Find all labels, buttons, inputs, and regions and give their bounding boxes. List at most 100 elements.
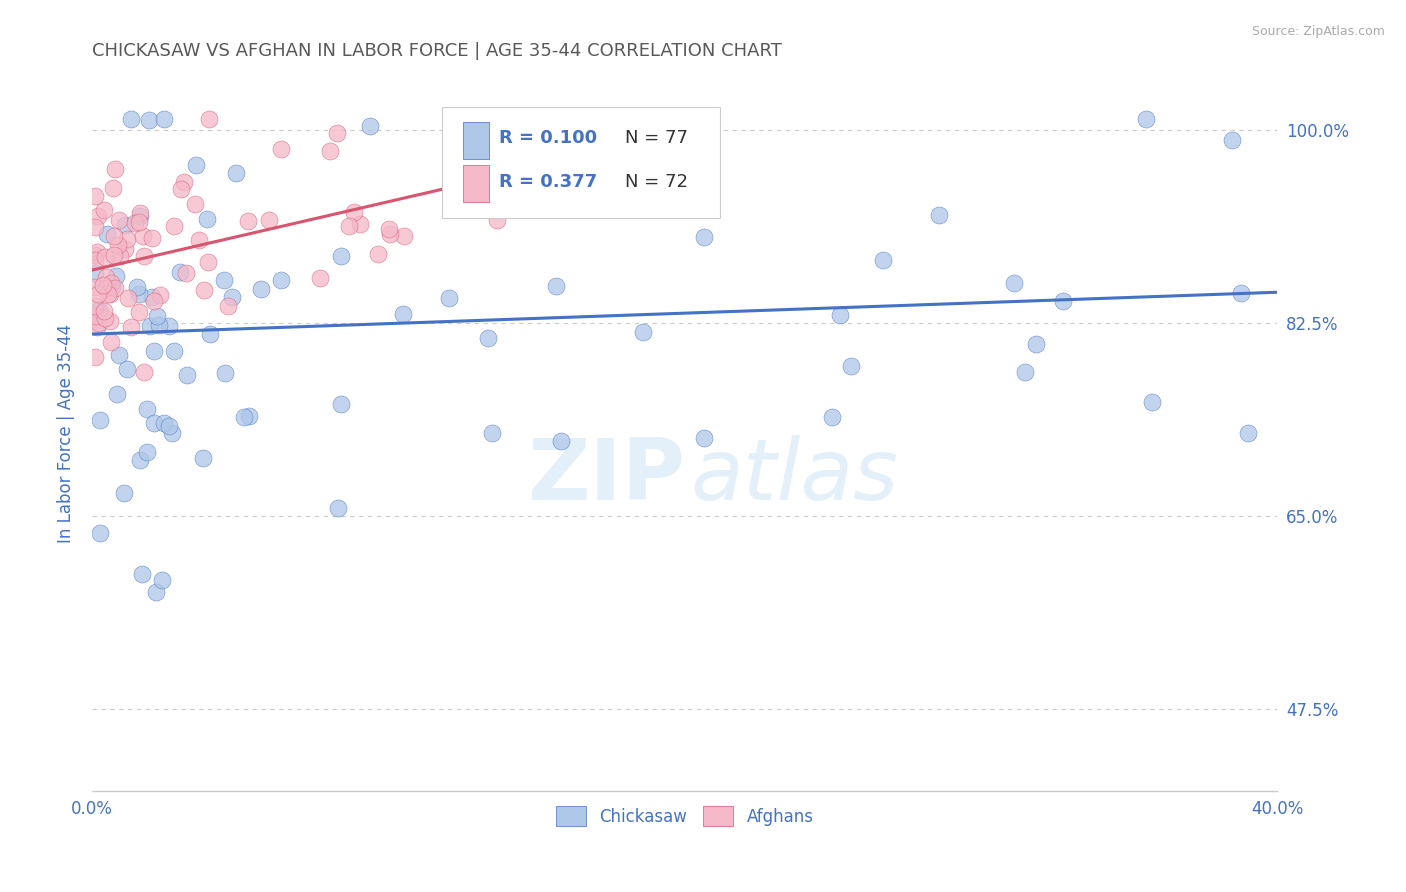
Point (1135, 112, 1157, 127)
Point (131, 566, 153, 581)
Point (198, 326, 221, 341)
Point (163, 344, 186, 359)
FancyBboxPatch shape (463, 165, 489, 202)
Point (821, 409, 844, 424)
Point (138, 113, 160, 128)
Point (1140, 395, 1163, 409)
Point (115, 232, 138, 246)
Point (392, 307, 415, 321)
Point (1220, 133, 1243, 147)
Point (136, 445, 159, 459)
Point (145, 585, 167, 599)
Point (93, 250, 115, 264)
Point (359, 119, 381, 133)
Point (87, 287, 110, 301)
Point (93, 304, 115, 318)
Point (93, 202, 115, 217)
Point (96, 227, 118, 241)
Point (128, 305, 150, 319)
Text: Source: ZipAtlas.com: Source: ZipAtlas.com (1251, 25, 1385, 38)
Point (693, 230, 716, 244)
Point (83, 248, 105, 262)
Point (103, 229, 125, 244)
Point (392, 229, 415, 244)
FancyBboxPatch shape (463, 121, 489, 159)
Point (249, 282, 271, 296)
Point (104, 281, 127, 295)
Point (84, 350, 107, 364)
Point (149, 288, 172, 302)
Point (89, 412, 111, 426)
Point (98, 287, 121, 301)
Point (96, 270, 118, 285)
Point (83, 220, 105, 235)
Point (481, 426, 503, 441)
Point (132, 229, 155, 244)
Point (100, 314, 122, 328)
Point (1025, 337, 1047, 351)
Point (343, 205, 366, 219)
Point (309, 270, 332, 285)
Point (217, 299, 239, 313)
Point (173, 175, 195, 189)
Point (124, 216, 146, 230)
Point (238, 409, 260, 424)
Point (83, 299, 105, 313)
Point (326, 501, 349, 516)
Text: N = 77: N = 77 (626, 128, 689, 146)
Point (367, 247, 389, 261)
FancyBboxPatch shape (441, 107, 720, 219)
Point (104, 268, 127, 283)
Point (87, 303, 110, 318)
Point (378, 222, 401, 236)
Point (186, 158, 208, 172)
Point (197, 112, 219, 127)
Point (114, 242, 136, 256)
Point (87, 316, 110, 330)
Point (103, 247, 125, 261)
Point (142, 293, 165, 308)
Text: atlas: atlas (690, 434, 898, 517)
Point (148, 318, 170, 332)
Point (112, 486, 135, 500)
Point (631, 326, 654, 340)
Point (187, 233, 209, 247)
Point (138, 318, 160, 333)
Point (176, 266, 198, 280)
Point (1052, 293, 1074, 308)
Point (693, 431, 716, 445)
Point (143, 344, 166, 359)
Point (141, 231, 163, 245)
Point (91, 278, 114, 293)
Point (513, 112, 536, 127)
Text: N = 72: N = 72 (626, 173, 689, 191)
Point (839, 359, 862, 373)
Point (132, 365, 155, 379)
Point (132, 249, 155, 263)
Point (100, 335, 122, 350)
Point (170, 182, 193, 196)
Point (1237, 425, 1260, 440)
Point (143, 416, 166, 430)
Point (330, 249, 353, 263)
Point (83, 252, 105, 267)
Point (110, 249, 132, 263)
Point (236, 213, 259, 227)
Point (108, 212, 131, 227)
Point (97, 286, 120, 301)
Point (94, 281, 117, 295)
Point (183, 197, 205, 211)
Point (128, 209, 150, 223)
Point (83, 189, 105, 203)
Point (157, 318, 180, 333)
Point (86, 320, 108, 334)
Point (225, 166, 247, 180)
Point (84, 309, 107, 323)
Point (120, 320, 142, 334)
Point (129, 452, 152, 467)
Point (146, 309, 169, 323)
Y-axis label: In Labor Force | Age 35-44: In Labor Force | Age 35-44 (58, 324, 75, 543)
Point (141, 290, 163, 304)
Point (232, 409, 254, 424)
Point (477, 331, 499, 345)
